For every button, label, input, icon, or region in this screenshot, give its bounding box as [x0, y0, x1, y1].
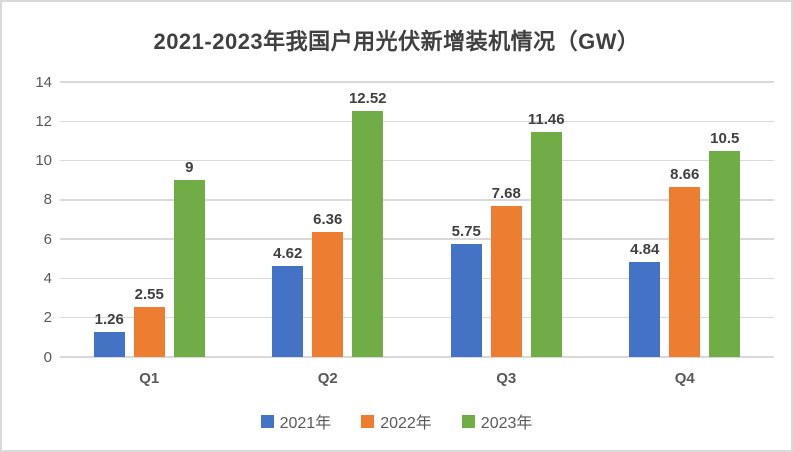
bar-2021年-Q1	[93, 332, 125, 357]
gridline	[60, 199, 774, 201]
plot-area: 0 2 4 6 8 10 12 14 1.26 2.55 9 Q1 4.62 6.36 12.52 Q2 5.7…	[35, 75, 774, 387]
legend-item-2021年: 2021年	[260, 409, 332, 433]
bar-2022年-Q1	[133, 306, 165, 357]
y-tick-label: 4	[43, 269, 52, 287]
bar-value-label: 4.62	[273, 245, 303, 263]
legend-swatch	[461, 414, 475, 428]
y-tick-label: 6	[43, 230, 52, 248]
y-tick-label: 12	[35, 112, 52, 130]
gridline	[60, 277, 774, 280]
x-axis-label-Q1: Q1	[139, 370, 160, 387]
bar-value-label: 11.46	[527, 110, 565, 128]
legend-swatch	[260, 414, 274, 428]
bar-2021年-Q3	[450, 244, 482, 357]
bar-value-label: 12.52	[348, 90, 387, 108]
chart-legend: 2021年 2022年 2023年	[2, 409, 791, 433]
gridline	[60, 159, 774, 162]
y-tick-label: 8	[43, 191, 52, 209]
bar-2022年-Q2	[312, 232, 344, 357]
x-axis-label-Q2: Q2	[317, 370, 338, 387]
legend-item-2023年: 2023年	[461, 409, 533, 433]
gridline	[60, 81, 774, 83]
gridline	[60, 120, 774, 123]
bar-value-label: 8.66	[670, 165, 700, 183]
legend-label: 2021年	[279, 415, 332, 432]
bar-value-label: 7.68	[491, 185, 521, 203]
y-tick-label: 2	[43, 309, 52, 327]
legend-label: 2022年	[380, 415, 432, 432]
chart-title: 2021-2023年我国户用光伏新增装机情况（GW）	[153, 29, 640, 54]
bar-2023年-Q2	[352, 111, 384, 357]
bar-2023年-Q3	[530, 131, 562, 357]
legend-swatch	[361, 414, 375, 428]
bar-2022年-Q4	[669, 186, 701, 357]
bar-2022年-Q3	[490, 206, 522, 357]
gridline	[60, 356, 774, 358]
y-tick-label: 10	[35, 152, 52, 170]
bar-value-label: 10.5	[710, 129, 740, 147]
bar-2021年-Q2	[272, 266, 304, 357]
bar-2023年-Q4	[709, 150, 741, 357]
bar-2023年-Q1	[173, 180, 205, 357]
bar-value-label: 5.75	[451, 223, 481, 241]
bar-value-label: 1.26	[94, 311, 124, 329]
bar-value-label: 4.84	[630, 240, 660, 258]
bar-value-label: 6.36	[313, 211, 343, 229]
legend-label: 2023年	[480, 415, 533, 432]
x-axis-label-Q4: Q4	[674, 370, 695, 387]
gridline	[60, 238, 774, 240]
bar-2021年-Q4	[629, 261, 661, 357]
x-axis-label-Q3: Q3	[496, 370, 517, 387]
y-tick-label: 14	[35, 73, 52, 91]
legend-item-2022年: 2022年	[361, 409, 432, 433]
bar-value-label: 9	[185, 159, 194, 177]
bar-value-label: 2.55	[134, 285, 164, 303]
y-tick-label: 0	[43, 348, 52, 366]
gridline	[60, 316, 774, 319]
